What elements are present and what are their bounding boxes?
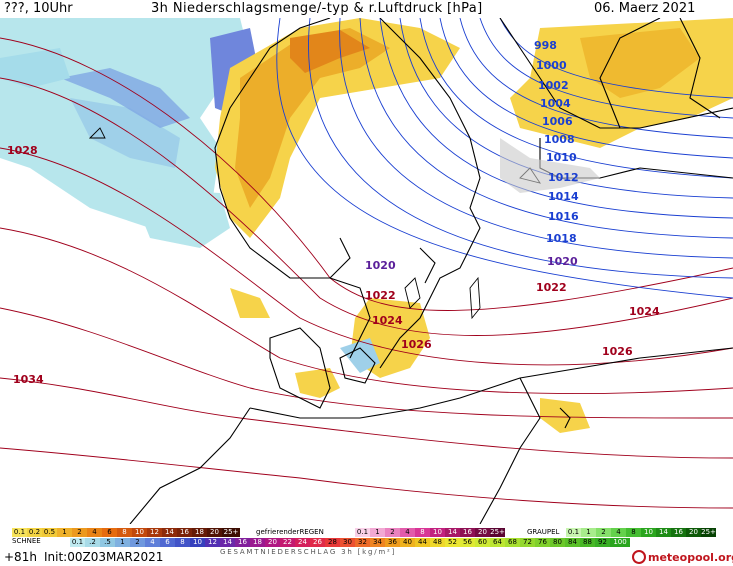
total-precip-label: GESAMTNIEDERSCHLAG 3h [kg/m²] — [220, 548, 397, 556]
brand-logo[interactable]: meteopool.org — [648, 551, 733, 564]
header-bar: ???, 10Uhr 3h Niederschlagsmenge/-typ & … — [0, 0, 733, 18]
isobar-label: 1022 — [536, 281, 567, 294]
freezing-rain-label: gefrierenderREGEN — [256, 528, 324, 536]
isobar-label: 1012 — [548, 171, 579, 184]
coastlines — [129, 18, 733, 524]
snow-area-west — [0, 48, 70, 88]
isobar-label: 1000 — [536, 59, 567, 72]
rain-norway-core — [235, 28, 390, 208]
isobar-label: 1002 — [538, 79, 569, 92]
forecast-hour: +81h — [4, 550, 37, 564]
isobar-label: 998 — [534, 39, 557, 52]
valid-time: ???, 10Uhr — [4, 1, 73, 16]
snow-denmark — [340, 338, 380, 373]
rain-finland-core — [580, 28, 700, 98]
graupel-label: GRAUPEL — [527, 528, 560, 536]
isobar-label: 1028 — [7, 144, 38, 157]
rain-scale: 0.1 0.2 0.5 1 2 4 6 8 10 12 14 16 18 20 … — [12, 528, 240, 537]
ice-edge — [500, 138, 600, 193]
isobar-label: 1024 — [372, 314, 403, 327]
isobar-label: 1006 — [542, 115, 573, 128]
weather-map: 998 1000 1002 1004 1006 1008 1010 1012 1… — [0, 18, 733, 524]
rain-skagerrak — [230, 288, 270, 318]
legend: 0.1 0.2 0.5 1 2 4 6 8 10 12 14 16 18 20 … — [0, 524, 733, 566]
isobar-label: 1010 — [546, 151, 577, 164]
isobar-label: 1026 — [602, 345, 633, 358]
map-title: 3h Niederschlagsmenge/-typ & r.Luftdruck… — [151, 1, 483, 16]
freezing-rain-scale: 0.1 1 2 4 8 10 14 16 20 25+ — [355, 528, 505, 537]
isobar-label: 1024 — [629, 305, 660, 318]
init-time: Init:00Z03MAR2021 — [44, 550, 164, 564]
blue-band-north — [60, 68, 190, 128]
map-svg — [0, 18, 733, 524]
rain-norway-heavy — [290, 30, 370, 73]
rain-poland — [540, 398, 590, 433]
total-precip-scale: 0.1 .2 .5 1 2 4 6 8 10 12 14 16 18 20 22… — [70, 538, 630, 547]
isobar-label: 1016 — [548, 210, 579, 223]
isobar-label: 1014 — [548, 190, 579, 203]
snow-area-south-norway — [130, 188, 230, 248]
isobars-blue — [276, 18, 733, 299]
isobar-label: 1018 — [546, 232, 577, 245]
graupel-scale: 0.1 1 2 4 8 10 14 16 20 25+ — [566, 528, 716, 537]
isobar-label: 1022 — [365, 289, 396, 302]
isobar-label: 1008 — [544, 133, 575, 146]
isobar-label: 1034 — [13, 373, 44, 386]
meteopool-logo-icon — [632, 550, 646, 564]
isobar-label: 1020 — [547, 255, 578, 268]
isobar-label: 1020 — [365, 259, 396, 272]
snow-area-band — [70, 98, 180, 168]
date: 06. Maerz 2021 — [594, 1, 696, 16]
isobar-label: 1004 — [540, 97, 571, 110]
isobar-label: 1026 — [401, 338, 432, 351]
snow-label: SCHNEE — [12, 537, 41, 545]
